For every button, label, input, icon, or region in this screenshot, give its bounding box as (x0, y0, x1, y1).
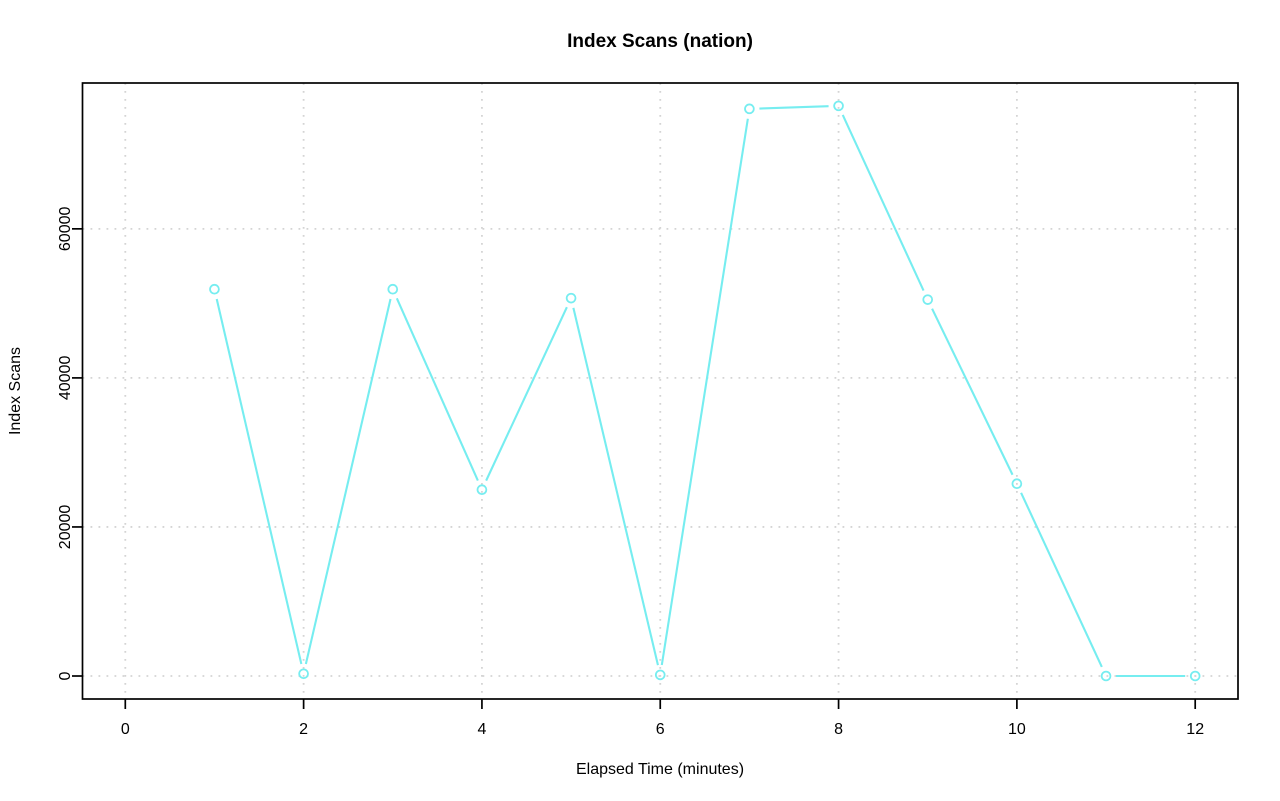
data-point-marker (744, 103, 755, 115)
data-point-marker (565, 292, 577, 304)
plot-frame (81, 82, 1239, 700)
series-segment (931, 308, 1014, 476)
data-point-marker (387, 283, 399, 295)
gridlines (82, 83, 1238, 699)
series-segment (485, 306, 568, 482)
series-segment (1020, 492, 1103, 668)
y-tick-label: 40000 (57, 356, 74, 401)
y-axis-label: Index Scans (7, 347, 24, 435)
data-point-marker (1100, 670, 1112, 682)
data-point-marker (476, 484, 488, 495)
data-point-marker (654, 669, 666, 681)
series-segment (660, 118, 749, 666)
y-tick-label: 0 (57, 671, 74, 680)
chart-title: Index Scans (nation) (567, 31, 753, 52)
x-tick-label: 4 (477, 721, 486, 738)
y-tick-label: 60000 (57, 207, 74, 252)
data-point-marker (298, 668, 309, 680)
plot-border (81, 82, 1239, 700)
series-segment (759, 105, 829, 110)
series-segment (572, 307, 659, 666)
x-tick-label: 12 (1186, 721, 1204, 738)
x-tick-label: 6 (656, 721, 665, 738)
data-point-marker (209, 283, 220, 295)
series-segment (215, 298, 303, 665)
series-segment (304, 298, 392, 665)
series-segment (395, 297, 479, 481)
data-series (215, 105, 1186, 678)
data-point-marker (922, 294, 934, 305)
x-tick-label: 10 (1008, 721, 1026, 738)
data-point-marker (1189, 670, 1201, 682)
y-tick-label: 20000 (57, 505, 74, 550)
series-segment (841, 114, 925, 292)
data-point-marker (1011, 478, 1023, 490)
axis-ticks (72, 227, 1197, 709)
x-tick-label: 8 (834, 721, 843, 738)
data-point-marker (833, 100, 844, 112)
x-axis-label: Elapsed Time (minutes) (576, 761, 744, 778)
x-tick-label: 2 (299, 721, 308, 738)
x-tick-label: 0 (121, 721, 130, 738)
data-point-markers (209, 100, 1201, 682)
axis-tick-labels: 0 2 4 6 8 10 12 0 20000 40000 60000 (57, 207, 1204, 738)
